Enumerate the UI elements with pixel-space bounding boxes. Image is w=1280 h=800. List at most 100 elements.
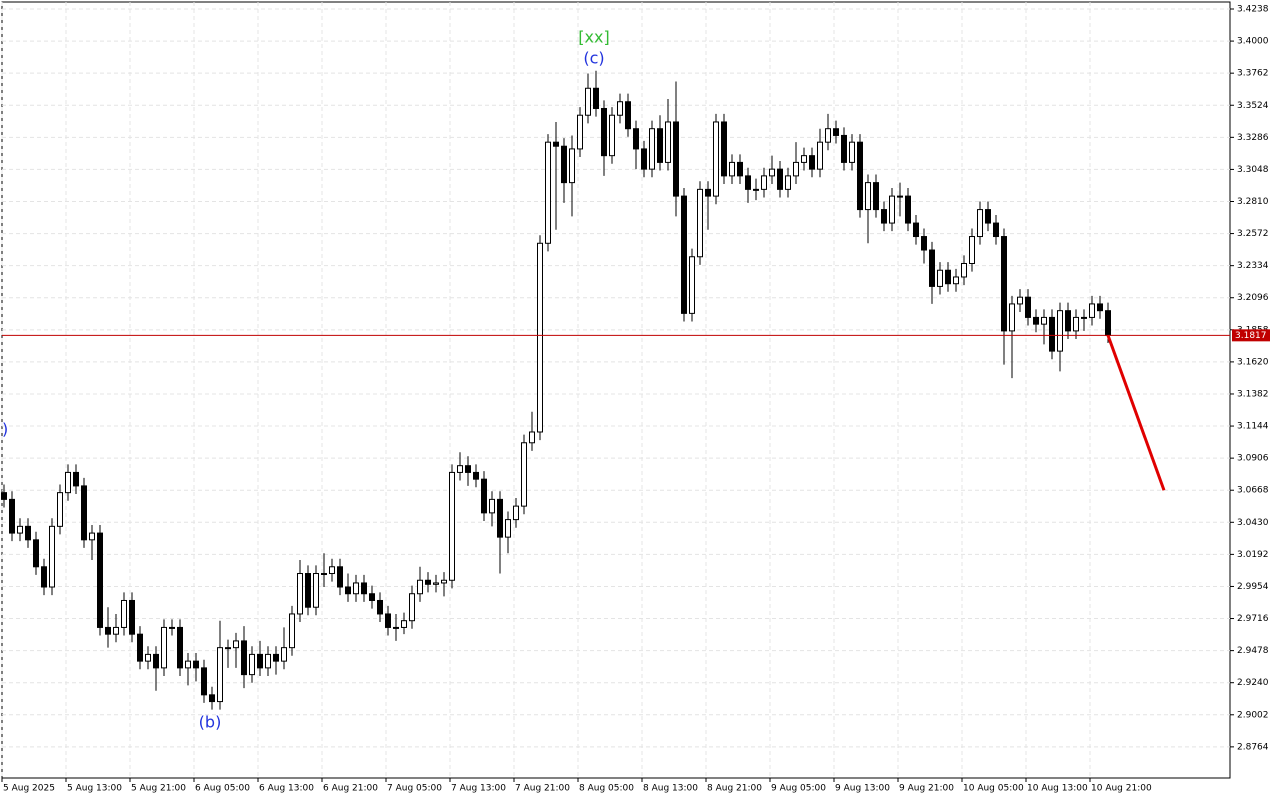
candle-body xyxy=(857,141,863,211)
candle-body xyxy=(209,694,215,703)
x-tick-label: 5 Aug 13:00 xyxy=(67,784,122,794)
x-tick-label: 5 Aug 21:00 xyxy=(131,784,186,794)
y-tick-label: 3.2096 xyxy=(1237,293,1269,303)
y-tick-label: 3.4000 xyxy=(1237,37,1269,47)
candle-body xyxy=(129,599,135,635)
candle-body xyxy=(25,525,31,541)
candle-body xyxy=(969,236,975,264)
candle-body xyxy=(977,209,983,238)
candle-body xyxy=(825,128,831,143)
y-tick-label: 2.9240 xyxy=(1237,678,1269,688)
candle-body xyxy=(41,566,47,588)
candle-body xyxy=(817,141,823,170)
wave-label: (c) xyxy=(583,49,604,68)
candle-body xyxy=(497,498,503,538)
candle-body xyxy=(337,566,343,588)
candle-body xyxy=(761,175,767,190)
y-tick-label: 2.9478 xyxy=(1237,646,1269,656)
candle-body xyxy=(361,582,367,595)
candle-body xyxy=(185,660,191,669)
candle-body xyxy=(105,626,111,635)
candle-body xyxy=(673,121,679,197)
candle-body xyxy=(689,256,695,314)
candle-body xyxy=(249,653,255,676)
candle-body xyxy=(1105,310,1111,336)
candle-body xyxy=(737,161,743,177)
candle-body xyxy=(513,505,519,521)
candle-body xyxy=(153,653,159,669)
x-tick-label: 10 Aug 05:00 xyxy=(963,784,1024,794)
candle-body xyxy=(273,653,279,662)
candle-body xyxy=(769,168,775,177)
candle-body xyxy=(865,182,871,211)
candle-body xyxy=(545,141,551,244)
candle-body xyxy=(217,647,223,703)
candle-body xyxy=(753,188,759,191)
candle-body xyxy=(745,175,751,190)
candle-body xyxy=(241,640,247,676)
price-label-box xyxy=(1232,329,1270,342)
candle-body xyxy=(873,182,879,211)
candle-body xyxy=(465,465,471,473)
candle-body xyxy=(921,236,927,251)
candle-body xyxy=(633,128,639,150)
candle-body xyxy=(33,539,39,568)
y-tick-label: 3.3524 xyxy=(1237,101,1269,111)
candle-body xyxy=(889,195,895,224)
candle-body xyxy=(89,532,95,541)
candle-body xyxy=(649,128,655,170)
candle-body xyxy=(297,573,303,615)
candle-body xyxy=(137,633,143,662)
candle-body xyxy=(377,599,383,615)
candle-body xyxy=(489,498,495,514)
y-tick-label: 3.0906 xyxy=(1237,454,1269,464)
candle-body xyxy=(393,626,399,629)
candle-body xyxy=(193,660,199,669)
candle-body xyxy=(625,101,631,130)
candle-body xyxy=(481,478,487,514)
candle-body xyxy=(73,471,79,487)
candle-body xyxy=(305,573,311,608)
candle-body xyxy=(97,532,103,628)
candle-body xyxy=(329,566,335,575)
candle-body xyxy=(841,134,847,163)
candle-body xyxy=(225,647,231,650)
candle-body xyxy=(201,667,207,696)
y-tick-label: 3.0430 xyxy=(1237,518,1269,528)
candle-body xyxy=(777,168,783,190)
candle-body xyxy=(449,471,455,581)
y-tick-label: 2.9002 xyxy=(1237,710,1269,720)
wave-label: (b) xyxy=(199,713,222,732)
x-tick-label: 7 Aug 13:00 xyxy=(451,784,506,794)
y-tick-label: 3.4238 xyxy=(1237,5,1269,15)
candle-body xyxy=(945,269,951,285)
candle-body xyxy=(369,593,375,601)
y-tick-label: 3.3762 xyxy=(1237,69,1269,79)
candle-body xyxy=(905,195,911,224)
candle-body xyxy=(985,209,991,224)
candle-body xyxy=(521,442,527,507)
forecast-line xyxy=(1106,334,1166,491)
candle-body xyxy=(1065,310,1071,332)
candle-body xyxy=(1089,303,1095,318)
x-tick-label: 9 Aug 13:00 xyxy=(835,784,890,794)
candle-body xyxy=(929,249,935,287)
candle-body xyxy=(281,647,287,662)
x-tick-label: 7 Aug 05:00 xyxy=(387,784,442,794)
candle-body xyxy=(265,653,271,669)
candle-body xyxy=(601,107,607,157)
candle-body xyxy=(441,579,447,584)
candle-body xyxy=(961,262,967,278)
wave-label: ) xyxy=(2,420,8,439)
x-tick-label: 6 Aug 13:00 xyxy=(259,784,314,794)
candle-body xyxy=(1009,303,1015,332)
candle-body xyxy=(417,579,423,595)
candle-body xyxy=(697,188,703,258)
candle-body xyxy=(721,121,727,177)
candle-body xyxy=(1025,296,1031,318)
plot-frame xyxy=(1,1,1231,779)
candle-body xyxy=(561,145,567,184)
candle-body xyxy=(313,573,319,608)
candle-body xyxy=(177,626,183,669)
candle-body xyxy=(577,114,583,150)
